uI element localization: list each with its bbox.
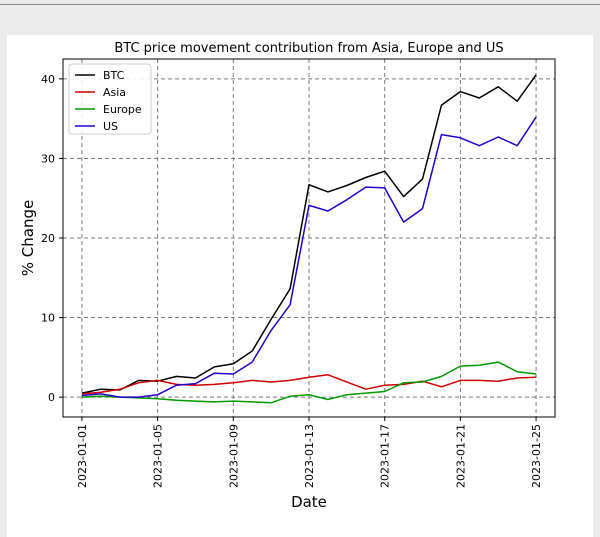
y-tick-label: 40	[41, 73, 55, 86]
chart-title: BTC price movement contribution from Asi…	[114, 41, 503, 56]
y-tick-label: 10	[41, 312, 55, 325]
y-tick-label: 30	[41, 152, 55, 165]
top-divider	[0, 4, 600, 5]
legend-label-btc: BTC	[103, 69, 125, 82]
legend-label-europe: Europe	[103, 103, 142, 116]
series-line-asia	[81, 374, 537, 395]
x-tick-label: 2023-01-05	[152, 424, 165, 488]
y-tick-label: 20	[41, 232, 55, 245]
series-line-btc	[81, 74, 537, 394]
x-tick-label: 2023-01-25	[530, 424, 543, 488]
series-line-us	[81, 116, 537, 398]
legend-label-asia: Asia	[103, 86, 126, 99]
x-tick-label: 2023-01-01	[76, 424, 89, 488]
legend: BTC Asia Europe US	[68, 63, 152, 135]
x-tick-label: 2023-01-09	[227, 424, 240, 488]
ticks: 0 10 20 30 40 2023-01-01 2023-01-05 2023-01-09 2…	[41, 73, 543, 488]
x-tick-label: 2023-01-17	[379, 424, 392, 488]
y-axis-label: % Change	[19, 200, 37, 276]
x-tick-label: 2023-01-13	[303, 424, 316, 488]
legend-label-us: US	[103, 120, 118, 133]
series-line-europe	[81, 361, 537, 404]
x-tick-label: 2023-01-21	[454, 424, 467, 488]
series-lines	[81, 74, 537, 404]
x-axis-label: Date	[291, 493, 327, 511]
legend-box	[68, 63, 152, 135]
y-tick-label: 0	[48, 391, 55, 404]
